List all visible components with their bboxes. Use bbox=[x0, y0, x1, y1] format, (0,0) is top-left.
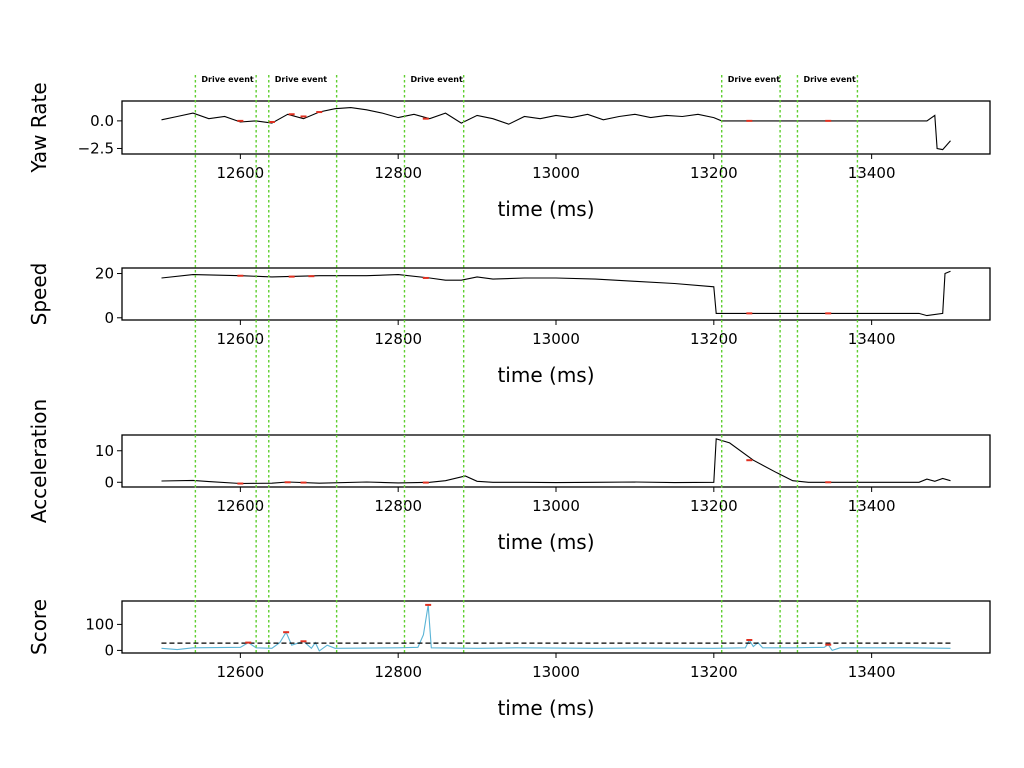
x-tick-label: 13000 bbox=[532, 330, 580, 348]
drive-event-4: Drive event bbox=[721, 75, 781, 653]
x-tick-label: 13200 bbox=[690, 164, 738, 182]
x-tick-label: 12800 bbox=[374, 497, 422, 515]
drive-event-3: Drive event bbox=[403, 75, 465, 653]
x-tick-label: 12600 bbox=[217, 497, 265, 515]
panels: 12600 12800 13000 13200 13400 0.0 −2.5 time (ms… bbox=[27, 82, 991, 720]
x-tick-label: 12600 bbox=[217, 330, 265, 348]
drive-event-1: Drive event bbox=[194, 75, 257, 653]
series-line-1 bbox=[161, 438, 951, 485]
drive-event-label: Drive event bbox=[201, 75, 254, 84]
x-tick-label: 13000 bbox=[532, 663, 580, 681]
series-line-1 bbox=[161, 270, 951, 317]
series-line-1 bbox=[161, 604, 951, 652]
y-axis-label: Score bbox=[27, 599, 51, 655]
x-tick-label: 12600 bbox=[217, 663, 265, 681]
x-tick-label: 12600 bbox=[217, 164, 265, 182]
drive-event-label: Drive event bbox=[410, 75, 463, 84]
drive-event-label: Drive event bbox=[728, 75, 781, 84]
x-tick-label: 13000 bbox=[532, 164, 580, 182]
y-tick-label: 20 bbox=[95, 265, 114, 283]
drive-event-label: Drive event bbox=[275, 75, 328, 84]
y-axis-label: Yaw Rate bbox=[27, 82, 51, 173]
x-tick-label: 13200 bbox=[690, 663, 738, 681]
y-tick-label: 0 bbox=[104, 641, 114, 659]
panel-1: 12600 12800 13000 13200 13400 0.0 −2.5 time (ms… bbox=[27, 82, 991, 221]
x-axis-label: time (ms) bbox=[497, 696, 594, 720]
x-tick-label: 13400 bbox=[848, 164, 896, 182]
x-tick-label: 13200 bbox=[690, 497, 738, 515]
panel-2: 12600 12800 13000 13200 13400 0 20 time (ms) Spe… bbox=[27, 263, 991, 387]
y-tick-label: 10 bbox=[95, 442, 114, 460]
y-tick-label: 0 bbox=[104, 473, 114, 491]
panel-3: 12600 12800 13000 13200 13400 0 10 time (ms) Acc… bbox=[27, 399, 991, 554]
y-tick-label: 0 bbox=[104, 309, 114, 327]
drive-event-2: Drive event bbox=[268, 75, 338, 653]
plot-frame bbox=[121, 434, 991, 488]
panel-4: 12600 12800 13000 13200 13400 0 100 time (ms) Sc… bbox=[27, 599, 991, 720]
drive-event-label: Drive event bbox=[803, 75, 856, 84]
y-axis-label: Acceleration bbox=[27, 399, 51, 523]
x-axis-label: time (ms) bbox=[497, 197, 594, 221]
x-tick-label: 12800 bbox=[374, 663, 422, 681]
x-tick-label: 13000 bbox=[532, 497, 580, 515]
drive-events: Drive event Drive event Drive event Drive e… bbox=[194, 75, 859, 653]
series-line-1 bbox=[161, 107, 951, 151]
x-tick-label: 13400 bbox=[848, 497, 896, 515]
plot-frame bbox=[121, 100, 991, 155]
y-tick-label: 0.0 bbox=[90, 112, 114, 130]
x-axis-label: time (ms) bbox=[497, 530, 594, 554]
x-tick-label: 12800 bbox=[374, 164, 422, 182]
y-tick-label: 100 bbox=[85, 615, 114, 633]
x-axis-label: time (ms) bbox=[497, 363, 594, 387]
x-tick-label: 13200 bbox=[690, 330, 738, 348]
y-tick-label: −2.5 bbox=[78, 139, 114, 157]
y-axis-label: Speed bbox=[27, 263, 51, 326]
x-tick-label: 13400 bbox=[848, 330, 896, 348]
drive-event-5: Drive event bbox=[796, 75, 859, 653]
x-tick-label: 13400 bbox=[848, 663, 896, 681]
x-tick-label: 12800 bbox=[374, 330, 422, 348]
